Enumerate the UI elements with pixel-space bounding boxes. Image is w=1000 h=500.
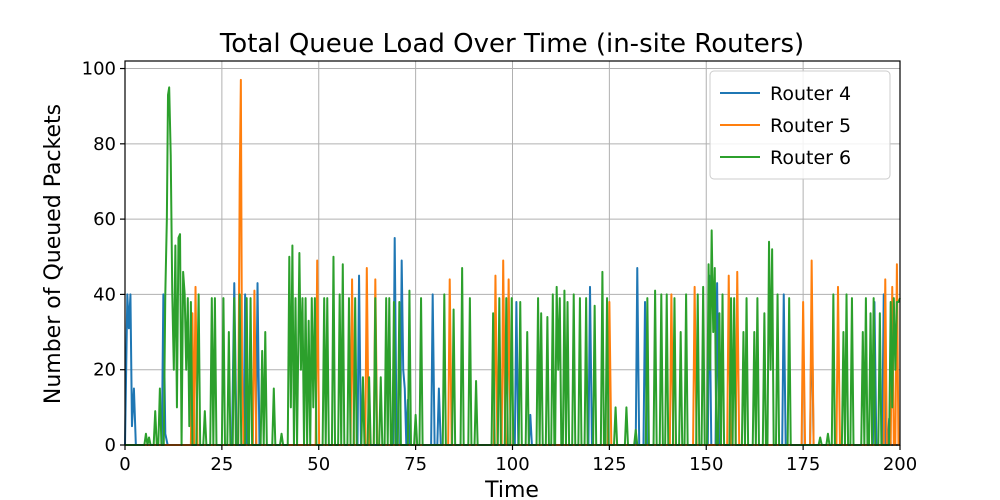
legend-label: Router 6 [770,147,851,169]
y-tick-label: 60 [93,209,116,230]
x-tick-label: 125 [592,454,626,475]
y-axis-label: Number of Queued Packets [41,104,66,404]
legend-label: Router 5 [770,115,851,137]
x-tick-label: 200 [883,454,917,475]
x-tick-label: 75 [404,454,427,475]
x-tick-label: 25 [210,454,233,475]
y-tick-label: 80 [93,134,116,155]
x-tick-label: 175 [786,454,820,475]
x-axis-ticks: 0 25 50 75 100 125 150 175 200 [119,445,917,475]
legend: Router 4 Router 5 Router 6 [709,70,891,180]
x-axis-label: Time [484,478,539,500]
y-tick-label: 100 [82,59,116,80]
y-tick-label: 20 [93,360,116,381]
legend-label: Router 4 [770,83,851,105]
chart-title: Total Queue Load Over Time (in-site Rout… [219,29,804,59]
y-axis-ticks: 0 20 40 60 80 100 [82,59,125,456]
x-tick-label: 150 [689,454,723,475]
x-tick-label: 100 [495,454,529,475]
legend-box [709,70,891,180]
y-tick-label: 40 [93,284,116,305]
x-tick-label: 50 [307,454,330,475]
x-tick-label: 0 [119,454,130,475]
y-tick-label: 0 [105,435,116,456]
